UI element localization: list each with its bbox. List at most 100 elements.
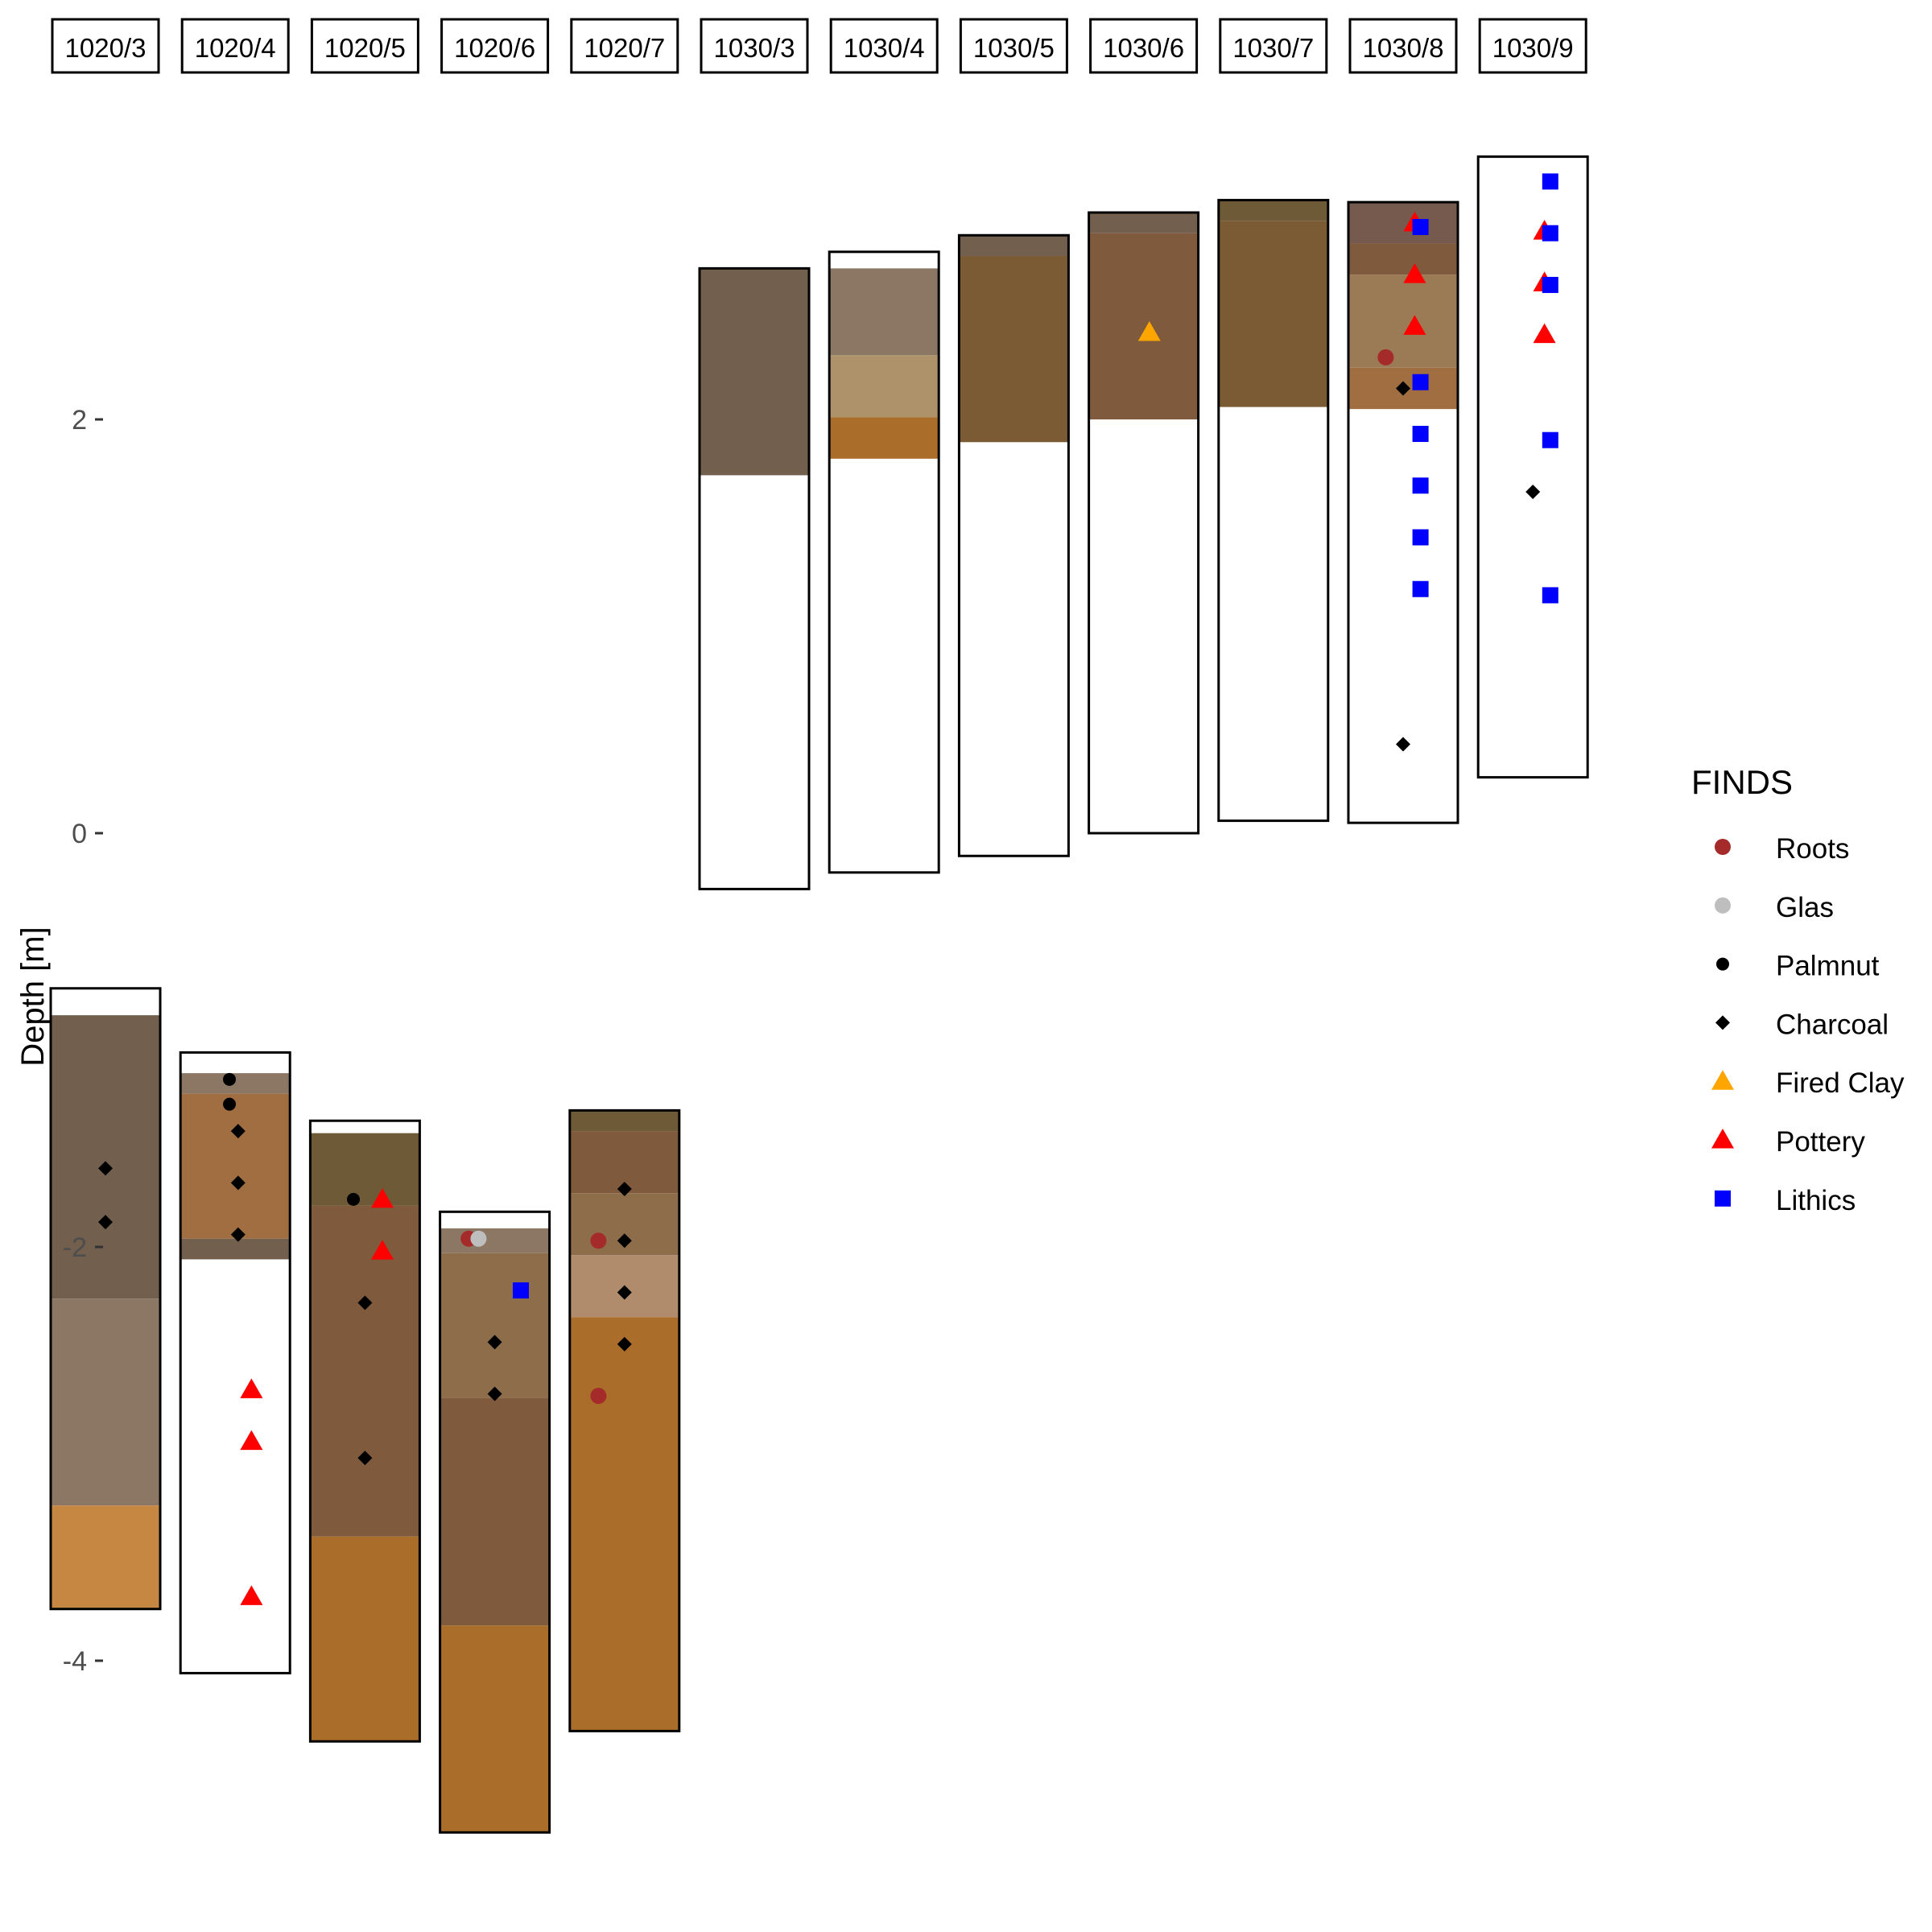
legend-label: Pottery (1776, 1126, 1865, 1158)
facet-label: 1030/4 (844, 33, 925, 63)
legend-label: Roots (1776, 833, 1849, 865)
soil-layer (829, 268, 939, 356)
profile-column (439, 1210, 551, 1834)
legend-key-palmnut (1716, 957, 1729, 971)
column-outline (179, 1051, 291, 1674)
legend-item: Palmnut (1716, 951, 1880, 982)
find-marker-pottery (240, 1378, 263, 1398)
facet-label-box (570, 18, 679, 74)
soil-layer (51, 1015, 160, 1299)
soil-layer (440, 1625, 550, 1833)
find-marker-lithics (1412, 477, 1429, 494)
facet-label: 1030/7 (1232, 33, 1314, 63)
legend-label: Fired Clay (1776, 1067, 1905, 1099)
profile-column (957, 233, 1070, 857)
legend-title: FINDS (1691, 763, 1793, 801)
find-marker-charcoal (230, 1227, 246, 1242)
find-marker-glas (470, 1230, 487, 1247)
find-marker-fired-clay (1137, 321, 1161, 341)
soil-layer (1348, 202, 1458, 244)
facet-label: 1030/6 (1103, 33, 1184, 63)
find-marker-charcoal (1525, 484, 1541, 499)
soil-layer (310, 1205, 420, 1537)
facet-label-box (1219, 18, 1328, 74)
find-marker-charcoal (487, 1335, 502, 1350)
legend: FINDS Roots Glas Palmnut Charcoal Fired Clay… (1691, 763, 1905, 1216)
find-marker-charcoal (617, 1285, 632, 1300)
find-marker-charcoal (617, 1336, 632, 1352)
profile-column (49, 987, 162, 1611)
soil-layer (51, 1505, 160, 1609)
find-marker-charcoal (1396, 737, 1410, 752)
column-outline (828, 250, 940, 874)
column-outline (568, 1108, 681, 1732)
find-marker-lithics (513, 1282, 529, 1298)
facet-label-box (1478, 18, 1587, 74)
find-marker-charcoal (617, 1182, 632, 1197)
facet-label: 1020/6 (454, 33, 535, 63)
legend-item: Lithics (1715, 1185, 1856, 1216)
find-marker-charcoal (1396, 381, 1410, 396)
legend-label: Lithics (1776, 1185, 1856, 1216)
soil-layer (440, 1397, 550, 1626)
legend-label: Glas (1776, 892, 1834, 923)
soil-layer (180, 1073, 291, 1094)
find-marker-charcoal (357, 1451, 373, 1466)
y-axis-tick-label: -2 (63, 1232, 87, 1263)
profile-column (828, 250, 940, 874)
y-axis-tick-label: 0 (72, 819, 87, 849)
find-marker-charcoal (230, 1175, 246, 1191)
facet-label-box (959, 18, 1068, 74)
profile-column (568, 1108, 681, 1732)
facet-label: 1020/7 (584, 33, 665, 63)
soil-layer (959, 235, 1069, 256)
profile-columns (49, 155, 1589, 1834)
find-marker-pottery (1403, 315, 1426, 335)
soil-layer (440, 1253, 550, 1398)
profile-column (1217, 199, 1330, 823)
find-marker-charcoal (98, 1215, 113, 1230)
facet-label-box (829, 18, 939, 74)
facet-label: 1030/5 (973, 33, 1055, 63)
find-marker-roots (590, 1232, 607, 1249)
facet-label: 1030/9 (1492, 33, 1574, 63)
soil-layer (1218, 200, 1328, 221)
legend-item: Charcoal (1715, 1009, 1889, 1040)
find-marker-lithics (1542, 173, 1558, 190)
find-marker-charcoal (487, 1386, 502, 1402)
legend-label: Palmnut (1776, 951, 1880, 982)
soil-layer (569, 1110, 679, 1132)
column-outline (698, 266, 811, 890)
facet-label-box (51, 18, 160, 74)
legend-item: Roots (1715, 833, 1849, 865)
find-marker-pottery (371, 1240, 394, 1260)
soil-layer (829, 355, 939, 418)
soil-layer (1088, 213, 1199, 233)
legend-item: Fired Clay (1711, 1067, 1905, 1099)
find-marker-lithics (1412, 529, 1429, 546)
facet-label: 1030/3 (714, 33, 795, 63)
facet-label: 1020/4 (195, 33, 276, 63)
y-axis: Depth [m] 2 0 -2 -4 (15, 405, 103, 1677)
facet-label-box (440, 18, 550, 74)
column-outline (1347, 200, 1459, 824)
column-outline (308, 1119, 421, 1743)
column-outline (1217, 199, 1330, 823)
soil-layer (829, 417, 939, 459)
profile-column (308, 1119, 421, 1743)
find-marker-pottery (1533, 323, 1556, 344)
legend-key-pottery (1711, 1129, 1734, 1149)
find-marker-lithics (1412, 425, 1429, 442)
profile-column (1347, 200, 1459, 824)
find-marker-lithics (1412, 218, 1429, 235)
facet-label-box (1089, 18, 1199, 74)
legend-key-charcoal (1715, 1015, 1730, 1030)
find-marker-roots (1377, 349, 1394, 365)
soil-layer (1088, 233, 1199, 419)
soil-layer (180, 1093, 291, 1239)
column-outline (957, 233, 1070, 857)
soil-layer (959, 255, 1069, 443)
find-marker-palmnut (223, 1097, 236, 1111)
facet-label-box (180, 18, 290, 74)
